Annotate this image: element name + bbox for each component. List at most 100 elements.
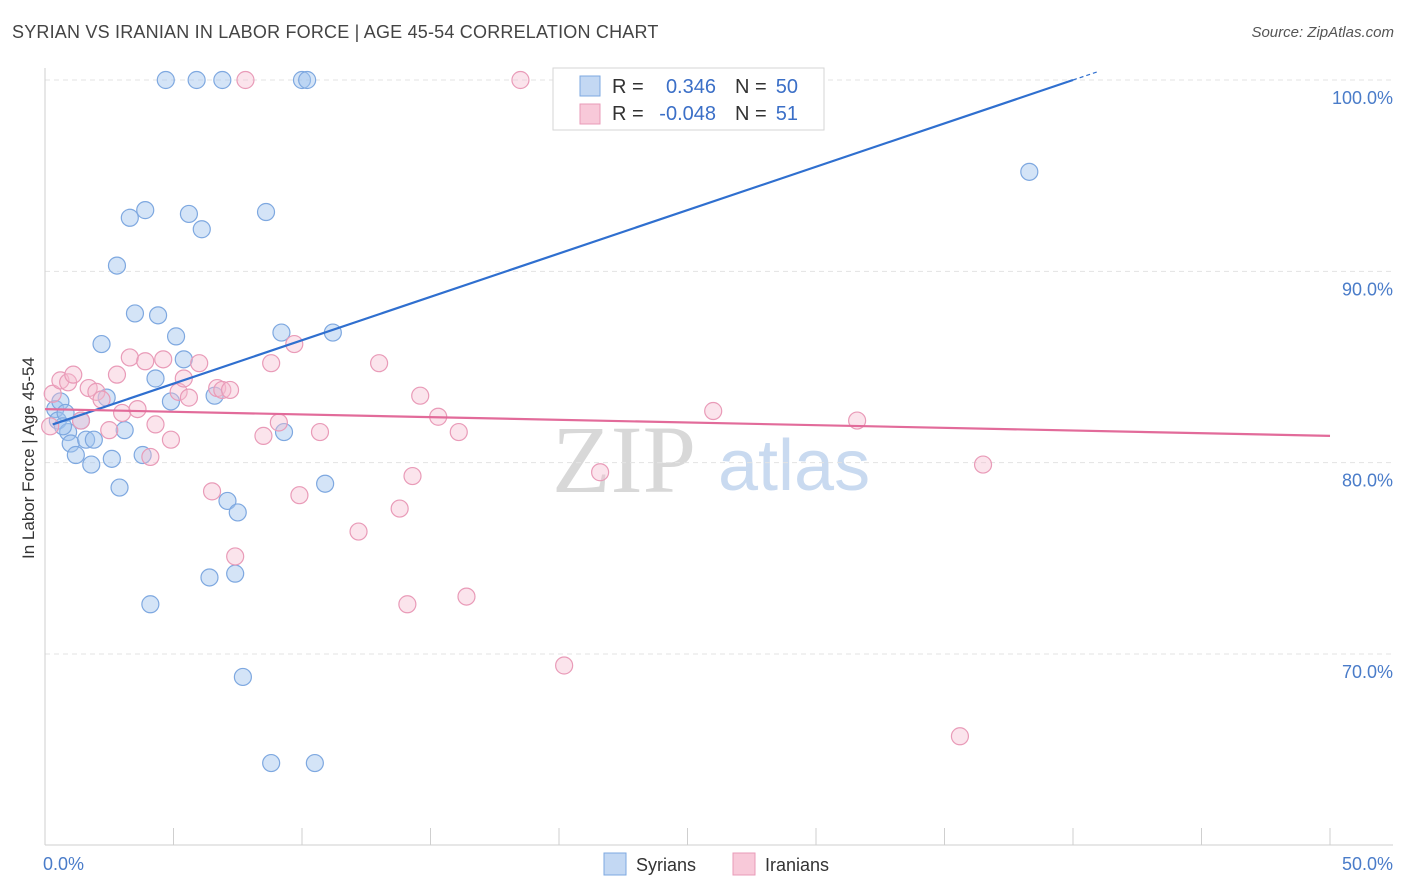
iranian-point — [704, 401, 723, 421]
syrian-point — [192, 220, 211, 239]
iranian-point — [449, 422, 468, 442]
syrian-point — [59, 422, 78, 442]
iranian-point — [591, 463, 610, 482]
syrians-trend-extension — [1072, 70, 1099, 81]
syrian-point — [148, 306, 168, 325]
iranian-point — [973, 455, 993, 474]
iranian-point — [411, 386, 430, 405]
iranian-point — [141, 447, 160, 467]
syrian-point — [226, 564, 245, 583]
iranian-point — [128, 399, 147, 419]
syrian-point — [200, 568, 219, 587]
y-tick-label-80: 80.0% — [1342, 471, 1393, 491]
legend-swatch-iranians — [732, 852, 756, 876]
syrian-point — [161, 392, 181, 411]
syrian-point — [92, 334, 111, 354]
syrian-point — [141, 595, 160, 614]
iranian-point — [236, 70, 255, 90]
legend-swatch-syrians — [603, 852, 627, 876]
iranian-point — [146, 415, 165, 434]
iranian-point — [190, 354, 209, 373]
chart-title: SYRIAN VS IRANIAN IN LABOR FORCE | AGE 4… — [12, 22, 659, 42]
iranian-point — [120, 348, 139, 367]
iranian-point — [403, 466, 422, 486]
syrians-trend-line — [52, 78, 1074, 426]
r-value-syrians: 0.346 — [666, 76, 716, 98]
iranian-point — [950, 727, 970, 746]
syrian-point — [316, 474, 335, 493]
iranian-point — [457, 587, 476, 606]
syrian-point — [218, 491, 237, 511]
syrian-point — [156, 70, 175, 90]
iranian-point — [41, 417, 60, 436]
syrian-point — [305, 753, 324, 773]
iranian-point — [161, 430, 181, 449]
syrian-point — [61, 434, 80, 453]
syrian-point — [115, 421, 134, 440]
iranian-point — [848, 411, 867, 430]
y-tick-label-90: 90.0% — [1342, 279, 1393, 299]
x-tick-label-end: 50.0% — [1342, 854, 1393, 874]
tick-labels: 70.0% 80.0% 90.0% 100.0% 0.0% 50.0% — [43, 88, 1393, 874]
legend-label-syrians: Syrians — [636, 855, 696, 875]
iranian-point — [202, 482, 222, 501]
syrians-swatch — [579, 75, 601, 97]
syrian-point — [179, 204, 199, 224]
syrian-point — [77, 430, 96, 449]
iranian-point — [370, 354, 389, 373]
syrian-point — [84, 430, 103, 449]
iranian-point — [64, 365, 83, 384]
y-tick-label-70: 70.0% — [1342, 662, 1393, 682]
iranian-point — [107, 365, 127, 384]
syrian-point — [298, 70, 317, 90]
y-tick-label-100: 100.0% — [1332, 88, 1393, 108]
syrian-point — [187, 70, 206, 90]
iranian-point — [154, 350, 173, 369]
syrian-point — [213, 70, 232, 90]
legend-label-iranians: Iranians — [765, 855, 829, 875]
iranian-point — [179, 388, 199, 407]
r-label-syrians: R = — [612, 76, 644, 98]
syrian-point — [136, 201, 155, 220]
iranian-point — [398, 595, 417, 614]
syrian-point — [125, 304, 145, 323]
iranian-point — [213, 380, 232, 400]
syrian-point — [107, 256, 127, 275]
watermark-zip: ZIP — [552, 406, 696, 513]
r-value-iranians: -0.048 — [659, 103, 716, 125]
syrian-point — [82, 455, 101, 474]
n-label-iranians: N = — [735, 103, 767, 125]
stats-legend: R = 0.346 N = 50 R = -0.048 N = 51 — [552, 67, 825, 131]
x-tick-label-start: 0.0% — [43, 854, 84, 874]
syrian-point — [274, 422, 294, 442]
iranian-point — [555, 656, 574, 675]
trend-lines — [44, 70, 1331, 437]
iranian-point — [169, 382, 188, 401]
iranian-point — [511, 70, 530, 90]
iranian-point — [43, 384, 62, 403]
iranian-point — [254, 426, 273, 445]
syrian-point — [166, 327, 186, 346]
syrian-point — [262, 753, 281, 773]
syrian-point — [146, 369, 165, 388]
n-value-syrians: 50 — [776, 76, 798, 98]
syrian-point — [292, 70, 312, 90]
syrians-points — [46, 70, 1039, 773]
iranians-swatch — [579, 103, 601, 125]
iranian-point — [349, 522, 368, 541]
axes — [44, 68, 1393, 846]
syrian-point — [233, 667, 252, 687]
iranian-point — [310, 422, 330, 442]
watermark-atlas: atlas — [718, 426, 870, 506]
iranian-point — [285, 334, 304, 354]
source-credit: Source: ZipAtlas.com — [1251, 24, 1394, 41]
iranian-point — [226, 547, 245, 566]
iranian-point — [290, 486, 309, 505]
syrian-point — [228, 503, 247, 522]
iranian-point — [220, 380, 240, 400]
iranian-point — [100, 421, 119, 440]
syrian-point — [120, 208, 139, 227]
n-value-iranians: 51 — [776, 103, 798, 125]
iranians-trend-line — [44, 407, 1331, 437]
y-axis-label: In Labor Force | Age 45-54 — [19, 357, 38, 559]
